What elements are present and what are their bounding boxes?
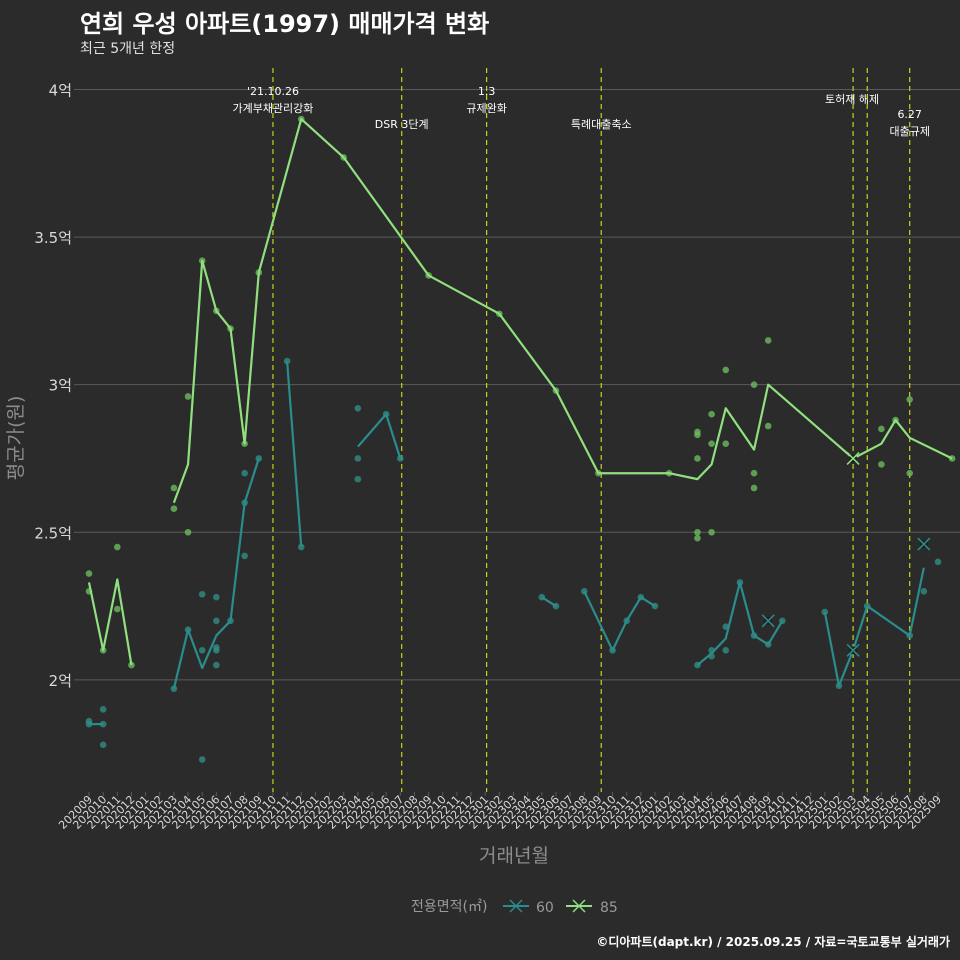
y-tick-label: 3억 <box>49 377 72 395</box>
series-line-60 <box>357 413 402 459</box>
cancelled-cross <box>846 643 860 657</box>
data-point-60 <box>198 756 206 763</box>
data-point-60 <box>241 552 248 560</box>
data-point-85 <box>184 393 192 400</box>
data-point-85 <box>694 431 701 439</box>
data-point-60 <box>99 741 107 749</box>
data-point-85 <box>750 484 758 492</box>
legend-key-85 <box>566 899 592 913</box>
data-point-60 <box>241 469 248 477</box>
cancelled-marker-60 <box>761 614 775 628</box>
y-tick-label: 2억 <box>49 672 72 690</box>
legend-key-60 <box>503 899 529 913</box>
data-point-60 <box>213 593 220 601</box>
y-axis-title: 평균가(원) <box>5 396 27 481</box>
cancelled-marker-85 <box>846 451 860 465</box>
series-line-60 <box>583 590 656 652</box>
source-caption: ©디아파트(dapt.kr) / 2025.09.25 / 자료=국토교통부 실… <box>596 935 950 949</box>
data-point-85 <box>170 505 178 512</box>
data-point-85 <box>878 461 885 468</box>
series-line-60 <box>696 581 784 666</box>
data-point-85 <box>184 528 192 536</box>
grid-layer <box>78 89 960 681</box>
data-point-60 <box>354 475 362 483</box>
event-label: DSR 3단계 <box>375 118 429 131</box>
data-point-60 <box>354 404 362 412</box>
data-point-85 <box>708 528 715 536</box>
data-point-60 <box>213 647 220 654</box>
line-layer <box>87 117 953 726</box>
series-line-85 <box>87 578 133 666</box>
data-point-60 <box>354 455 362 462</box>
x-axis-title: 거래년월 <box>479 845 549 867</box>
data-point-85 <box>906 469 913 477</box>
event-date-label: 6.27 <box>897 108 922 121</box>
axis-layer: 2억2.5억3억3.5억4억20200920201020201120201220… <box>34 82 944 832</box>
data-point-60 <box>934 558 942 566</box>
chart-subtitle: 최근 5개년 한정 <box>80 41 176 57</box>
data-point-85 <box>722 366 730 374</box>
event-label: 토허제 해제 <box>825 92 879 106</box>
legend-label-85: 85 <box>600 900 618 916</box>
series-line-60 <box>823 567 925 687</box>
data-point-60 <box>722 647 730 654</box>
y-tick-label: 2.5억 <box>34 524 72 542</box>
event-label: 규제완화 <box>466 102 506 115</box>
cancelled-marker-60 <box>917 537 931 551</box>
data-point-85 <box>906 396 913 403</box>
cancel-layer <box>761 451 931 657</box>
data-point-85 <box>694 534 701 542</box>
cancelled-marker-60 <box>846 643 860 657</box>
data-point-60 <box>920 587 928 595</box>
data-point-85 <box>694 455 701 462</box>
series-line-85 <box>172 117 953 504</box>
event-label: 가계부채관리강화 <box>232 102 313 115</box>
legend: 전용면적(㎡) 60 85 <box>411 899 618 916</box>
series-line-60 <box>286 360 303 548</box>
data-point-85 <box>878 425 885 433</box>
y-tick-label: 3.5억 <box>34 229 72 247</box>
data-point-85 <box>114 605 121 613</box>
data-point-85 <box>764 337 772 344</box>
legend-label-60: 60 <box>536 900 554 916</box>
point-layer <box>85 115 956 763</box>
data-point-85 <box>694 528 701 536</box>
data-point-60 <box>213 617 220 625</box>
data-point-85 <box>114 543 121 551</box>
data-point-85 <box>170 484 178 492</box>
event-date-label: '21.10.26 <box>247 85 299 98</box>
data-point-85 <box>764 422 772 430</box>
event-date-label: 1.3 <box>478 85 496 98</box>
data-point-85 <box>750 469 758 477</box>
cancelled-cross <box>846 451 860 465</box>
data-point-85 <box>750 381 758 388</box>
event-label: 대출규제 <box>889 125 929 138</box>
data-point-60 <box>99 706 107 713</box>
data-point-85 <box>85 570 93 577</box>
series-line-60 <box>541 596 557 607</box>
data-point-85 <box>708 440 715 448</box>
data-point-85 <box>708 410 715 418</box>
data-point-60 <box>213 661 220 669</box>
legend-title: 전용면적(㎡) <box>411 899 487 915</box>
data-point-85 <box>722 440 730 448</box>
y-tick-label: 4억 <box>49 82 72 100</box>
event-label: 특례대출축소 <box>571 118 632 131</box>
data-point-60 <box>198 647 206 654</box>
series-line-60 <box>172 458 260 689</box>
cancelled-cross <box>917 537 931 551</box>
cancelled-cross <box>761 614 775 628</box>
chart-title: 연희 우성 아파트(1997) 매매가격 변화 <box>80 10 490 38</box>
data-point-60 <box>198 590 206 598</box>
